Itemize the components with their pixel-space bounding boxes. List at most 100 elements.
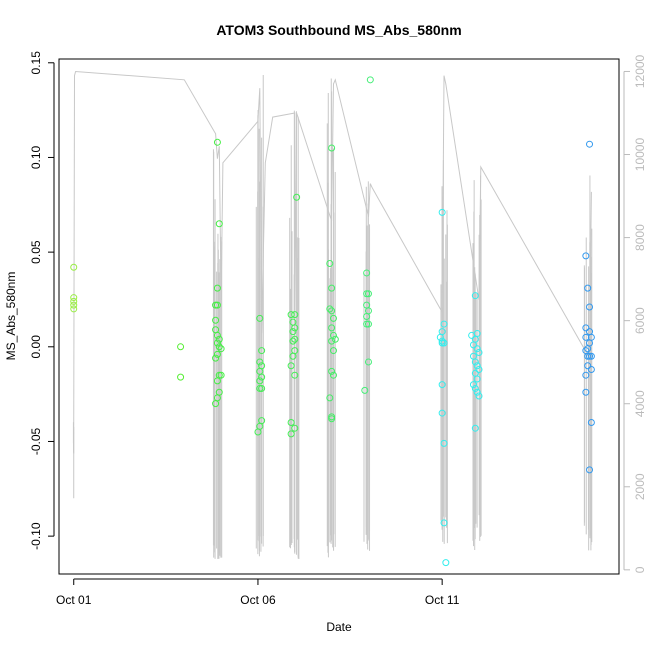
data-point	[212, 316, 220, 324]
data-point	[473, 345, 481, 353]
data-point	[473, 362, 481, 370]
data-point	[291, 324, 299, 332]
data-point	[438, 339, 446, 347]
data-point	[475, 366, 483, 374]
data-point	[326, 305, 334, 313]
data-point	[287, 419, 295, 427]
data-point	[328, 415, 336, 423]
data-point	[438, 208, 446, 216]
data-point	[212, 354, 220, 362]
data-point	[326, 394, 334, 402]
chart-title: ATOM3 Southbound MS_Abs_580nm	[216, 22, 461, 38]
data-point	[215, 220, 223, 228]
data-point	[469, 341, 477, 349]
data-point	[587, 366, 595, 374]
data-point	[256, 358, 264, 366]
x-tick-label: Oct 01	[56, 593, 92, 607]
y2-tick-label: 6000	[633, 307, 647, 334]
axes-layer: Oct 01 Oct 06 Oct 11 -0.10 -0.05 0.00 0.05 0.10…	[29, 51, 647, 607]
data-point	[287, 362, 295, 370]
y2-tick-label: 8000	[633, 224, 647, 251]
data-point	[329, 314, 337, 322]
data-point	[584, 362, 592, 370]
data-point	[213, 138, 221, 146]
data-point	[258, 347, 266, 355]
gray-line-layer	[72, 70, 593, 559]
data-point	[287, 311, 295, 319]
data-point	[582, 333, 590, 341]
data-point	[212, 400, 220, 408]
data-point	[217, 345, 225, 353]
data-point	[363, 290, 371, 298]
data-point	[582, 324, 590, 332]
data-point	[328, 307, 336, 315]
data-point	[293, 193, 301, 201]
data-point	[442, 559, 450, 567]
data-point	[438, 337, 446, 345]
data-point	[440, 320, 448, 328]
data-point	[177, 343, 185, 351]
data-point	[213, 339, 221, 347]
data-point	[289, 337, 297, 345]
data-point	[328, 284, 336, 292]
data-point	[258, 373, 266, 381]
y-tick-label: 0.05	[29, 240, 43, 264]
y-tick-label: 0.15	[29, 51, 43, 75]
y2-tick-label: 12000	[633, 54, 647, 88]
data-point	[213, 331, 221, 339]
data-point	[328, 413, 336, 421]
data-point	[587, 352, 595, 360]
data-point	[287, 430, 295, 438]
data-point	[177, 373, 185, 381]
data-point	[254, 428, 262, 436]
data-point	[212, 301, 220, 309]
data-point	[582, 388, 590, 396]
data-point	[471, 358, 479, 366]
data-point	[331, 335, 339, 343]
data-point	[586, 466, 594, 474]
y2-tick-label: 4000	[633, 390, 647, 417]
data-point	[586, 303, 594, 311]
depth-line	[73, 70, 592, 454]
data-point	[326, 259, 334, 267]
y2-tick-label: 10000	[633, 138, 647, 172]
data-point	[582, 252, 590, 260]
data-point	[213, 350, 221, 358]
x-tick-label: Oct 11	[425, 593, 460, 607]
data-point	[471, 424, 479, 432]
data-point	[584, 352, 592, 360]
plot-box	[58, 58, 620, 575]
data-point	[363, 269, 371, 277]
x-axis-label: Date	[326, 620, 352, 634]
data-point	[289, 352, 297, 360]
y-tick-label: -0.05	[29, 427, 43, 455]
data-point	[584, 345, 592, 353]
data-point	[256, 377, 264, 385]
data-point	[70, 305, 78, 313]
y-axis-label: MS_Abs_580nm	[4, 272, 18, 361]
data-point	[438, 381, 446, 389]
data-point	[475, 392, 483, 400]
data-point	[258, 384, 266, 392]
data-point	[70, 301, 78, 309]
data-point	[586, 140, 594, 148]
data-point	[328, 324, 336, 332]
data-point	[473, 375, 481, 383]
x-tick-label: Oct 06	[240, 593, 276, 607]
data-point	[217, 371, 225, 379]
data-point	[363, 313, 371, 320]
data-point	[366, 76, 374, 84]
data-point	[213, 301, 221, 309]
data-point	[291, 311, 299, 319]
points-layer	[70, 76, 595, 567]
data-point	[440, 519, 448, 527]
data-point	[364, 320, 372, 328]
data-point	[329, 347, 337, 355]
data-point	[328, 337, 336, 345]
data-point	[363, 320, 371, 328]
data-point	[215, 343, 223, 351]
data-point	[475, 348, 483, 356]
data-point	[213, 284, 221, 292]
data-point	[471, 384, 479, 392]
data-point	[364, 358, 372, 366]
